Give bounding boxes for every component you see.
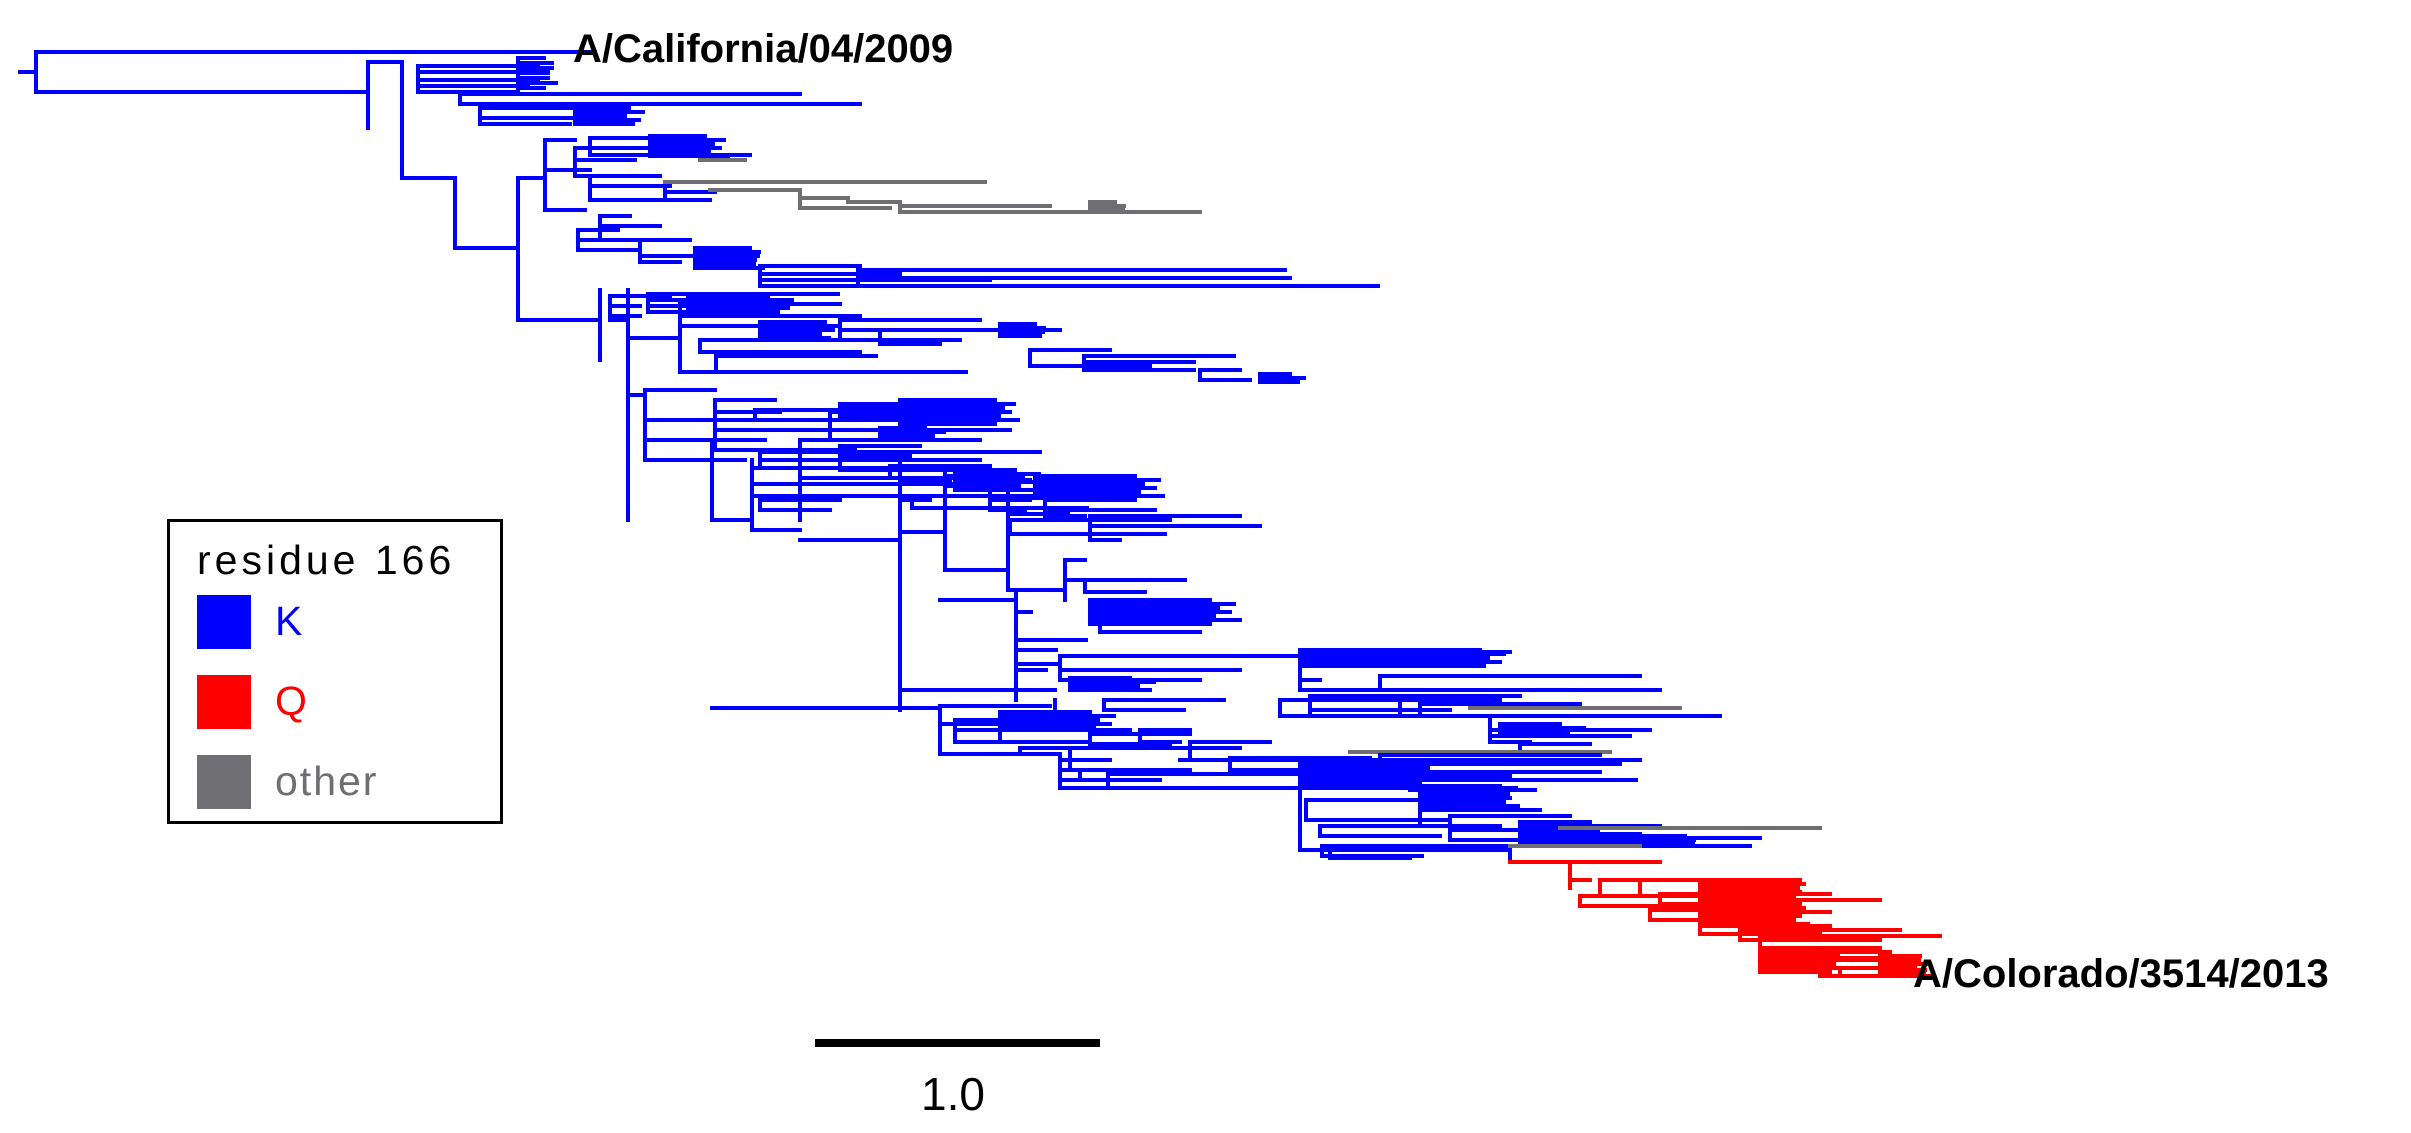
legend: residue 166 K Q other (167, 519, 503, 824)
legend-swatch-k (197, 594, 251, 649)
legend-swatch-q (197, 674, 251, 729)
legend-item-other: other (197, 754, 378, 809)
tip-label-california: A/California/04/2009 (573, 27, 954, 71)
legend-item-k: K (197, 594, 304, 649)
tree-branches (18, 50, 1942, 978)
legend-label-q: Q (275, 678, 309, 724)
scale-bar-label: 1.0 (921, 1068, 985, 1120)
tip-label-colorado: A/Colorado/3514/2013 (1913, 952, 2329, 996)
legend-item-q: Q (197, 674, 309, 729)
legend-title: residue 166 (197, 537, 456, 583)
legend-swatch-other (197, 754, 251, 809)
legend-label-k: K (275, 598, 305, 644)
legend-label-other: other (275, 758, 379, 804)
